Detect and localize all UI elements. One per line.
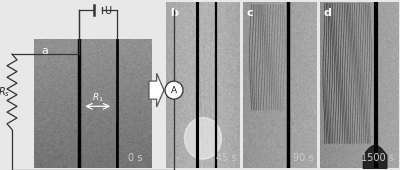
Text: 0 s: 0 s [128,153,142,163]
Text: 90 s: 90 s [293,153,314,163]
Text: A: A [171,86,177,95]
Text: $R_s$: $R_s$ [0,85,10,99]
Ellipse shape [184,117,222,159]
FancyArrow shape [149,73,164,107]
Text: 45 s: 45 s [216,153,236,163]
Text: c: c [247,8,254,18]
Circle shape [165,81,183,99]
Text: U: U [104,6,111,16]
Text: $R_1$: $R_1$ [92,91,104,104]
Text: 1500 s: 1500 s [361,153,394,163]
Text: b: b [170,8,178,18]
Text: a: a [41,46,48,56]
Text: d: d [324,8,332,18]
